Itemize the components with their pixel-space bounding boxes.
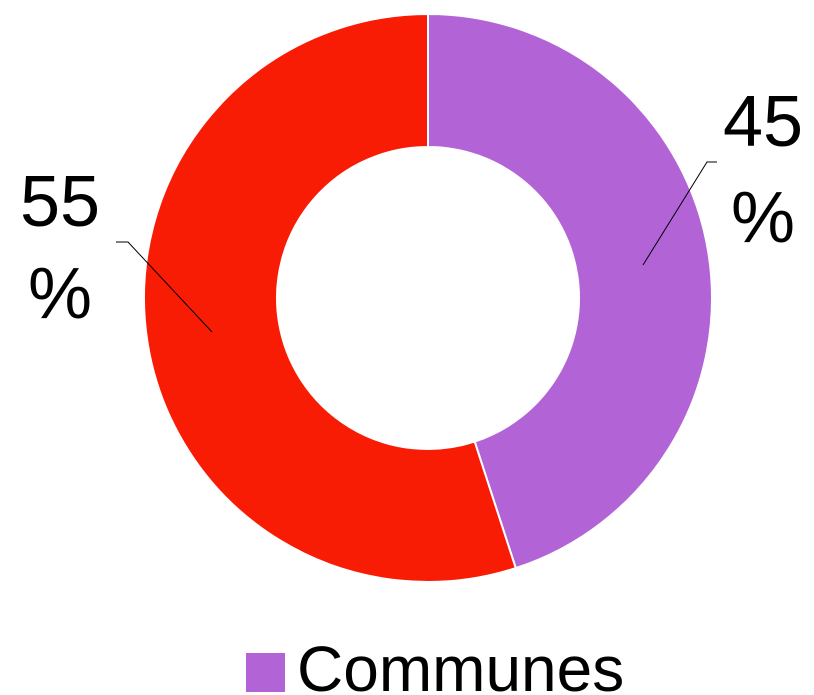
slice-label-45: 45 % — [642, 82, 803, 266]
legend: Communes — [246, 633, 624, 695]
leader-line-45 — [642, 161, 717, 266]
data-label-unit-45: % — [731, 178, 795, 258]
legend-label-communes: Communes — [297, 633, 624, 695]
slice-label-55: 55 % — [20, 162, 213, 334]
legend-swatch-communes — [246, 653, 285, 692]
leader-line-55 — [116, 241, 213, 333]
donut-slice-45 — [427, 12, 713, 570]
data-label-unit-55: % — [28, 254, 92, 334]
data-label-value-55: 55 — [20, 162, 100, 242]
data-label-value-45: 45 — [723, 82, 803, 162]
chart-slices — [143, 12, 713, 583]
donut-slice-55 — [143, 12, 518, 583]
